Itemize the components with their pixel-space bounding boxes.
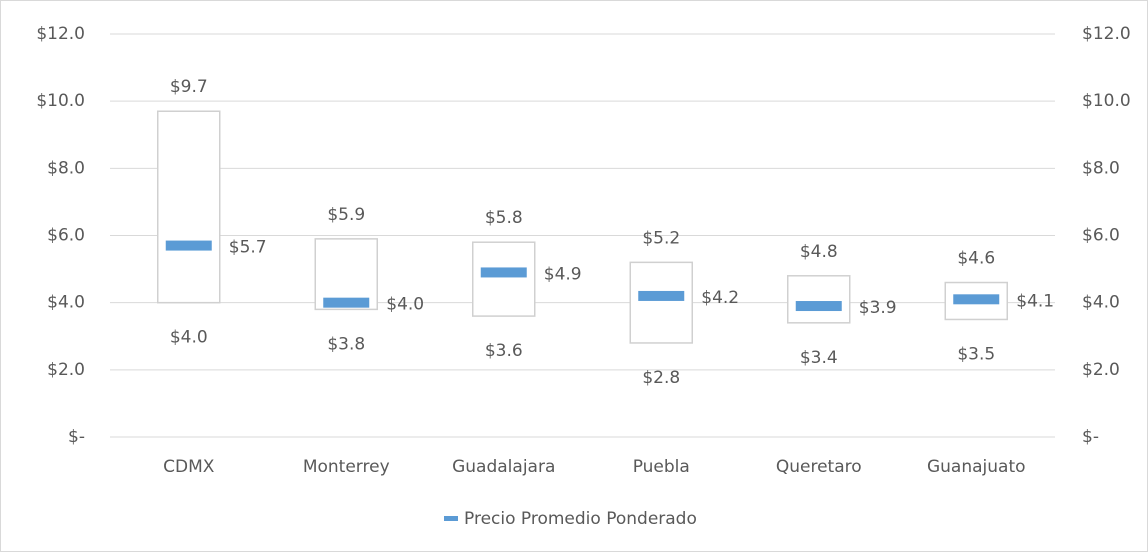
high-label: $9.7 [170, 77, 208, 97]
y-tick-label: $12.0 [36, 24, 85, 44]
high-label: $5.9 [327, 205, 365, 225]
range-box [787, 275, 851, 324]
average-label: $4.9 [544, 264, 582, 284]
y2-tick-label: $2.0 [1082, 360, 1120, 380]
low-label: $3.4 [800, 348, 838, 368]
average-label: $4.0 [386, 295, 424, 315]
x-tick-label: Guanajuato [927, 457, 1026, 477]
average-label: $4.2 [701, 288, 739, 308]
range-box [314, 238, 378, 311]
average-marker [165, 240, 212, 251]
legend-swatch [444, 516, 458, 521]
x-tick-label: CDMX [163, 457, 215, 477]
average-label: $4.1 [1016, 291, 1054, 311]
x-tick-label: Puebla [633, 457, 690, 477]
y2-tick-label: $- [1082, 427, 1099, 447]
y2-tick-label: $12.0 [1082, 24, 1131, 44]
high-label: $4.8 [800, 242, 838, 262]
high-label: $5.2 [642, 228, 680, 248]
low-label: $4.0 [170, 328, 208, 348]
y2-tick-label: $8.0 [1082, 158, 1120, 178]
y-tick-label: $10.0 [36, 91, 85, 111]
legend-label: Precio Promedio Ponderado [464, 509, 697, 529]
y-tick-label: $4.0 [47, 293, 85, 313]
high-label: $5.8 [485, 208, 523, 228]
y-tick-label: $- [68, 427, 85, 447]
y-tick-label: $6.0 [47, 226, 85, 246]
average-marker [480, 267, 527, 278]
low-label: $3.5 [957, 344, 995, 364]
y-tick-label: $8.0 [47, 158, 85, 178]
average-marker [638, 290, 685, 301]
low-label: $3.8 [327, 334, 365, 354]
x-tick-label: Guadalajara [452, 457, 555, 477]
y-tick-label: $2.0 [47, 360, 85, 380]
average-label: $5.7 [229, 238, 267, 258]
average-label: $3.9 [859, 298, 897, 318]
y2-tick-label: $6.0 [1082, 226, 1120, 246]
y2-tick-label: $4.0 [1082, 293, 1120, 313]
range-box [157, 110, 221, 304]
high-label: $4.6 [957, 249, 995, 269]
range-box [472, 241, 536, 317]
x-tick-label: Monterrey [303, 457, 390, 477]
average-marker [953, 294, 1000, 305]
low-label: $2.8 [642, 368, 680, 388]
x-tick-label: Queretaro [776, 457, 862, 477]
average-marker [323, 297, 370, 308]
average-marker [795, 301, 842, 312]
range-box [629, 261, 693, 344]
y2-tick-label: $10.0 [1082, 91, 1131, 111]
low-label: $3.6 [485, 341, 523, 361]
